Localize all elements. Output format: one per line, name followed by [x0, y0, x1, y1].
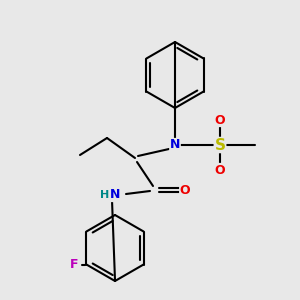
Text: H: H: [100, 190, 109, 200]
Text: O: O: [215, 113, 225, 127]
Text: N: N: [110, 188, 120, 202]
Text: O: O: [215, 164, 225, 176]
Text: N: N: [170, 139, 180, 152]
Text: O: O: [180, 184, 190, 196]
Text: F: F: [70, 258, 79, 271]
Text: S: S: [214, 137, 226, 152]
